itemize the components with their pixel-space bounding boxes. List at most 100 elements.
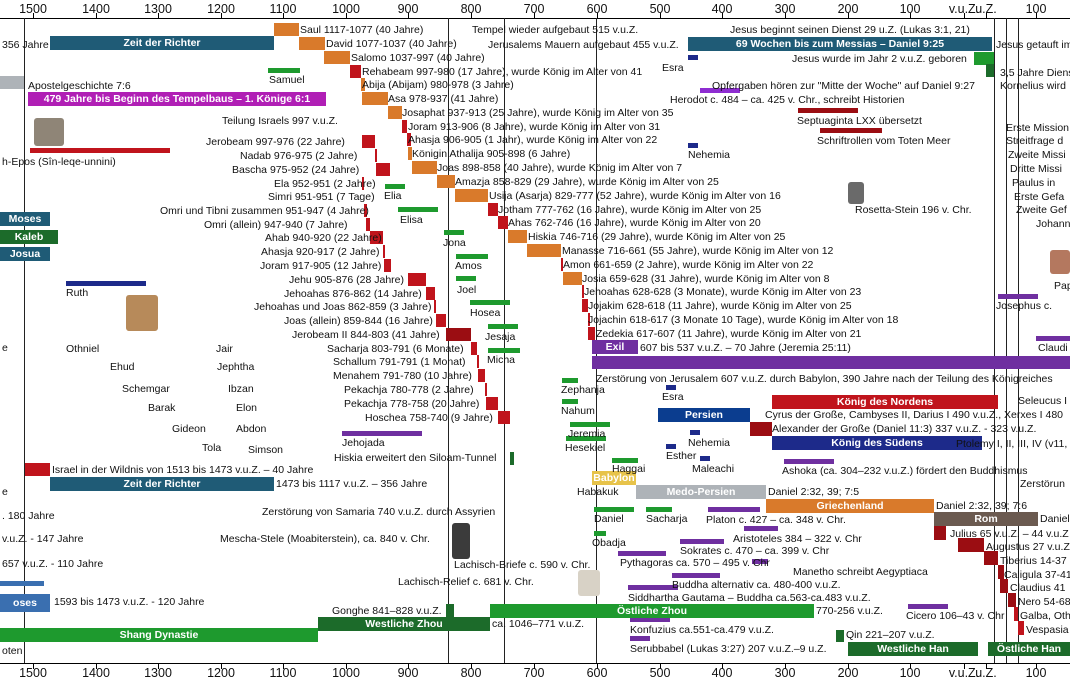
period-line xyxy=(628,585,678,590)
axis-tick-mark xyxy=(96,664,97,669)
axis-tick-label: 500 xyxy=(649,2,671,16)
event-label: Ptolemy I, II, III, IV (v11, xyxy=(956,438,1068,450)
reign-box xyxy=(582,299,588,312)
event-label: Zweite Missi xyxy=(1008,149,1066,161)
event-label: Israel in der Wildnis von 1513 bis 1473 … xyxy=(52,464,314,476)
event-label: Buddha alternativ ca. 480-400 v.u.Z. xyxy=(672,579,841,591)
reign-box xyxy=(477,355,479,368)
event-label: Hiskia erweitert den Siloam-Tunnel xyxy=(334,452,497,464)
axis-tick-label: 1500 xyxy=(19,666,47,680)
period-line xyxy=(630,617,670,622)
reign-box xyxy=(274,23,299,36)
event-label: Maleachi xyxy=(692,463,735,475)
reign-box xyxy=(958,538,984,552)
axis-tick-label: 1300 xyxy=(144,666,172,680)
reign-box xyxy=(436,314,446,327)
event-label: Hoschea 758-740 (9 Jahre) xyxy=(365,412,493,424)
period-line xyxy=(744,526,778,531)
axis-tick-mark xyxy=(848,664,849,669)
reign-box xyxy=(498,216,508,229)
reign-box xyxy=(588,327,595,340)
axis-tick-label: 100 xyxy=(899,666,921,680)
axis-tick-mark xyxy=(283,13,284,18)
event-label: Esra xyxy=(662,62,684,74)
event-label: Qin 221–207 v.u.Z. xyxy=(846,629,935,641)
event-label: Opfergaben hören zur "Mitte der Woche" a… xyxy=(712,80,975,92)
era-bar: Westliche Han xyxy=(848,642,978,656)
artifact-image xyxy=(452,523,470,559)
event-label: Menahem 791-780 (10 Jahre) xyxy=(333,370,472,382)
axis-tick-label: 1500 xyxy=(19,2,47,16)
event-label: 356 Jahre xyxy=(2,39,49,51)
event-label: Jephtha xyxy=(217,361,255,373)
event-label: Julius 65 v.u.Z. – 44 v.u.Z xyxy=(950,528,1069,540)
period-line xyxy=(680,539,724,544)
event-label: Jona xyxy=(443,237,466,249)
reign-box xyxy=(582,285,584,298)
period-line xyxy=(612,458,638,463)
event-label: Schemgar xyxy=(122,383,170,395)
axis-tick-label: 100 xyxy=(1025,2,1047,16)
reign-box xyxy=(25,463,50,476)
period-line xyxy=(688,55,698,60)
era-bar: Josua xyxy=(0,247,50,261)
event-label: Zweite Gef xyxy=(1016,204,1067,216)
period-line xyxy=(672,573,720,578)
event-label: Jesus getauft im xyxy=(996,39,1070,51)
event-label: Jeremia xyxy=(568,428,606,440)
reign-box xyxy=(350,65,361,78)
axis-tick-mark xyxy=(158,664,159,669)
reign-box xyxy=(408,147,412,160)
event-label: Erste Mission xyxy=(1006,122,1070,134)
event-label: Septuaginta LXX übersetzt xyxy=(797,115,922,127)
reign-box xyxy=(592,356,1070,369)
axis-tick-label: 300 xyxy=(774,2,796,16)
event-label: Tiberius 14-37 xyxy=(1000,555,1067,567)
event-label: Ela 952-951 (2 Jahre) xyxy=(274,178,376,190)
event-label: Haggai xyxy=(612,463,646,475)
reign-box xyxy=(498,411,510,424)
reign-box xyxy=(508,230,527,243)
event-label: Jojachin 618-617 (3 Monate 10 Tage), wur… xyxy=(588,314,899,326)
event-label: Nehemia xyxy=(688,149,731,161)
event-label: Ahasja 920-917 (2 Jahre) xyxy=(261,246,380,258)
period-line xyxy=(998,294,1038,299)
event-label: 3,5 Jahre Diens xyxy=(1000,67,1070,79)
event-label: Joas (allein) 859-844 (16 Jahre) xyxy=(284,315,433,327)
event-label: Serubbabel (Lukas 3:27) 207 v.u.Z.–9 u.Z… xyxy=(630,643,827,655)
event-label: Obadja xyxy=(592,537,626,549)
event-label: Joel xyxy=(457,284,477,296)
artifact-image xyxy=(126,295,158,331)
reign-box xyxy=(361,78,365,91)
event-label: Manasse 716-661 (55 Jahre), wurde König … xyxy=(562,245,834,257)
event-label: Daniel xyxy=(594,513,624,525)
axis-tick-label: 1000 xyxy=(332,666,360,680)
period-line xyxy=(398,207,438,212)
axis-tick-mark xyxy=(660,13,661,18)
event-label: . 180 Jahre xyxy=(2,510,55,522)
era-bar: Westliche Zhou xyxy=(318,617,490,631)
period-line xyxy=(0,581,44,586)
event-label: David 1077-1037 (40 Jahre) xyxy=(326,38,457,50)
event-label: v.u.Z. - 147 Jahre xyxy=(2,533,84,545)
reign-box xyxy=(836,630,844,642)
event-label: Jehoahas 876-862 (14 Jahre) xyxy=(284,288,422,300)
event-label: Gideon xyxy=(172,423,206,435)
axis-tick-mark xyxy=(910,664,911,669)
reign-box xyxy=(437,175,455,188)
event-label: Jerusalems Mauern aufgebaut 455 v.u.Z. xyxy=(488,39,679,51)
axis-tick-label: 100 xyxy=(899,2,921,16)
event-label: Ruth xyxy=(66,287,89,299)
reign-box xyxy=(366,218,370,231)
axis-tick-label: 600 xyxy=(586,666,608,680)
event-label: Lachisch-Relief c. 681 v. Chr. xyxy=(398,576,534,588)
reign-box xyxy=(364,204,367,217)
axis-tick-label: 900 xyxy=(397,666,419,680)
reign-box xyxy=(974,52,994,65)
event-label: Daniel 2:32, 39; 7:5 xyxy=(768,486,860,498)
event-label: Habakuk xyxy=(577,486,619,498)
reign-box xyxy=(362,135,375,148)
period-line xyxy=(646,507,672,512)
reign-box xyxy=(527,244,561,257)
event-label: Ibzan xyxy=(228,383,254,395)
